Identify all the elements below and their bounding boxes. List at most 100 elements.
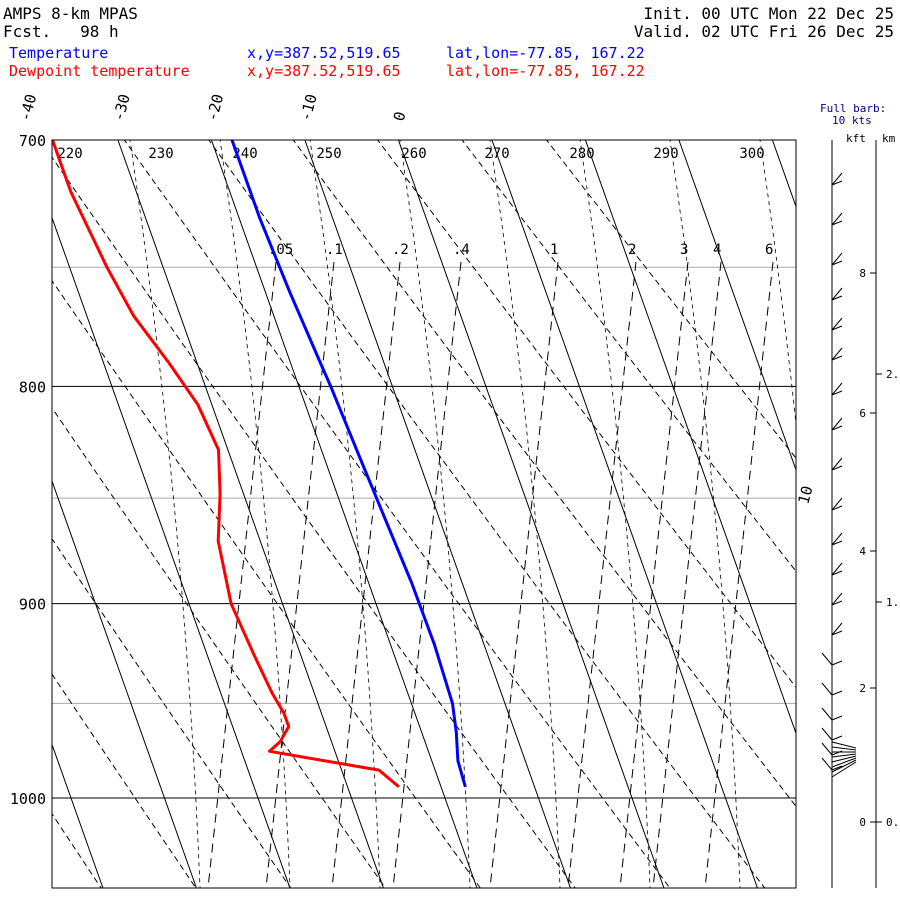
pressure-label-900: 900 bbox=[19, 596, 46, 614]
isotherm-label--40: -40 bbox=[16, 92, 40, 123]
dry-adiabat-270 bbox=[123, 140, 671, 888]
wind-barb-6 bbox=[831, 382, 843, 396]
kft-axis-label: kft bbox=[846, 132, 866, 145]
isotherm-40 bbox=[771, 140, 796, 208]
wind-barb-11 bbox=[831, 562, 843, 576]
series-line-temperature bbox=[230, 140, 467, 788]
km-label-0: 0. bbox=[886, 816, 899, 829]
adiabat-label-270: 270 bbox=[484, 146, 509, 162]
dry-adiabat-260 bbox=[52, 156, 576, 888]
legend-temperature-label: Temperature bbox=[9, 44, 109, 62]
km-label-1: 1. bbox=[886, 596, 899, 609]
wind-barb-8 bbox=[831, 457, 843, 471]
mixing-ratio-label-2: .2 bbox=[392, 242, 409, 258]
mixing-ratio-label-7: 4 bbox=[713, 242, 721, 258]
wind-barb-14 bbox=[821, 652, 843, 666]
moist-adiabat-0 bbox=[129, 140, 201, 888]
adiabat-label-260: 260 bbox=[401, 146, 426, 162]
wind-barb-0 bbox=[831, 172, 843, 186]
wind-barb-4 bbox=[831, 317, 843, 331]
adiabat-label-280: 280 bbox=[569, 146, 594, 162]
wind-barb-fan-1 bbox=[831, 746, 857, 751]
kft-label-0: 0 bbox=[859, 816, 866, 829]
mixing-ratio-line-0 bbox=[207, 261, 277, 888]
kft-label-4: 4 bbox=[859, 545, 866, 558]
dry-adiabat-290 bbox=[292, 140, 796, 808]
pressure-label-1000: 1000 bbox=[10, 790, 46, 808]
km-axis-label: km bbox=[882, 132, 896, 145]
mixing-ratio-label-8: 6 bbox=[765, 242, 773, 258]
wind-barb-19 bbox=[821, 757, 843, 771]
wind-barb-10 bbox=[831, 532, 843, 546]
barb-legend-title: Full barb: bbox=[820, 102, 887, 115]
moist-adiabat-5 bbox=[579, 140, 651, 888]
mixing-ratio-line-1 bbox=[265, 261, 335, 888]
wind-barb-fan-6 bbox=[831, 759, 857, 773]
model-name: AMPS 8-km MPAS bbox=[3, 4, 138, 23]
kft-label-8: 8 bbox=[859, 267, 866, 280]
isotherm--10 bbox=[304, 140, 571, 888]
forecast-hour: Fcst. 98 h bbox=[3, 22, 119, 41]
dry-adiabat-230 bbox=[52, 537, 292, 888]
wind-barb-1 bbox=[831, 212, 843, 226]
wind-barb-fan-0 bbox=[831, 741, 857, 749]
legend-temperature-latlon: lat,lon=-77.85, 167.22 bbox=[446, 44, 645, 62]
km-label-2: 2. bbox=[886, 368, 899, 381]
wind-barb-3 bbox=[831, 287, 843, 301]
adiabat-label-220: 220 bbox=[57, 146, 82, 162]
legend-dewpoint-label: Dewpoint temperature bbox=[9, 62, 190, 80]
legend-dewpoint-xy: x,y=387.52,519.65 bbox=[247, 62, 401, 80]
adiabat-label-250: 250 bbox=[316, 146, 341, 162]
legend-temperature-xy: x,y=387.52,519.65 bbox=[247, 44, 401, 62]
wind-barb-12 bbox=[831, 592, 843, 606]
dry-adiabat-300 bbox=[377, 140, 796, 689]
wind-barb-2 bbox=[831, 252, 843, 266]
isotherm--70 bbox=[0, 140, 9, 888]
mixing-ratio-line-7 bbox=[652, 261, 722, 888]
wind-barb-9 bbox=[831, 497, 843, 511]
moist-adiabat-8 bbox=[849, 130, 900, 890]
wind-barb-fan-4 bbox=[831, 755, 857, 763]
wind-barb-5 bbox=[831, 347, 843, 361]
init-time: Init. 00 UTC Mon 22 Dec 25 bbox=[643, 4, 894, 23]
isotherm--60 bbox=[52, 742, 104, 888]
dry-adiabat-240 bbox=[52, 407, 387, 888]
wind-barb-fan-5 bbox=[831, 757, 857, 768]
isotherm--30 bbox=[117, 140, 384, 888]
mixing-ratio-label-4: 1 bbox=[550, 242, 558, 258]
wind-barb-fan-7 bbox=[831, 761, 857, 778]
dry-adiabat-280 bbox=[208, 140, 766, 888]
wind-barb-15 bbox=[821, 682, 843, 696]
isotherm--20 bbox=[210, 140, 478, 888]
legend-dewpoint-latlon: lat,lon=-77.85, 167.22 bbox=[446, 62, 645, 80]
dry-adiabat-320 bbox=[545, 140, 796, 459]
mixing-ratio-line-5 bbox=[567, 261, 637, 888]
isotherm-0 bbox=[397, 140, 665, 888]
isotherm--40 bbox=[52, 216, 291, 888]
dry-adiabat-250 bbox=[52, 279, 481, 888]
mixing-ratio-line-4 bbox=[489, 261, 559, 888]
isotherm-20 bbox=[584, 140, 796, 735]
isotherm-10 bbox=[491, 140, 758, 888]
mixing-ratio-line-8 bbox=[704, 261, 774, 888]
dry-adiabat-310 bbox=[461, 140, 796, 573]
isotherm-label--20: -20 bbox=[203, 92, 227, 123]
adiabat-label-230: 230 bbox=[148, 146, 173, 162]
pressure-label-700: 700 bbox=[19, 132, 46, 150]
wind-barb-17 bbox=[821, 727, 843, 741]
wind-barb-fan-3 bbox=[831, 753, 857, 758]
mixing-ratio-label-3: .4 bbox=[453, 242, 470, 258]
dry-adiabat-220 bbox=[52, 673, 197, 888]
isotherm-label-extra: 10 bbox=[794, 484, 816, 506]
kft-label-6: 6 bbox=[859, 407, 866, 420]
mixing-ratio-label-1: .1 bbox=[326, 242, 343, 258]
valid-time: Valid. 02 UTC Fri 26 Dec 25 bbox=[633, 22, 894, 41]
isotherm--50 bbox=[52, 479, 197, 888]
mixing-ratio-label-6: 3 bbox=[680, 242, 688, 258]
isotherm-label-0: 0 bbox=[390, 110, 410, 123]
isotherm-label--30: -30 bbox=[109, 92, 133, 123]
wind-barb-16 bbox=[821, 707, 843, 721]
adiabat-label-300: 300 bbox=[739, 146, 764, 162]
mixing-ratio-label-5: 2 bbox=[628, 242, 636, 258]
